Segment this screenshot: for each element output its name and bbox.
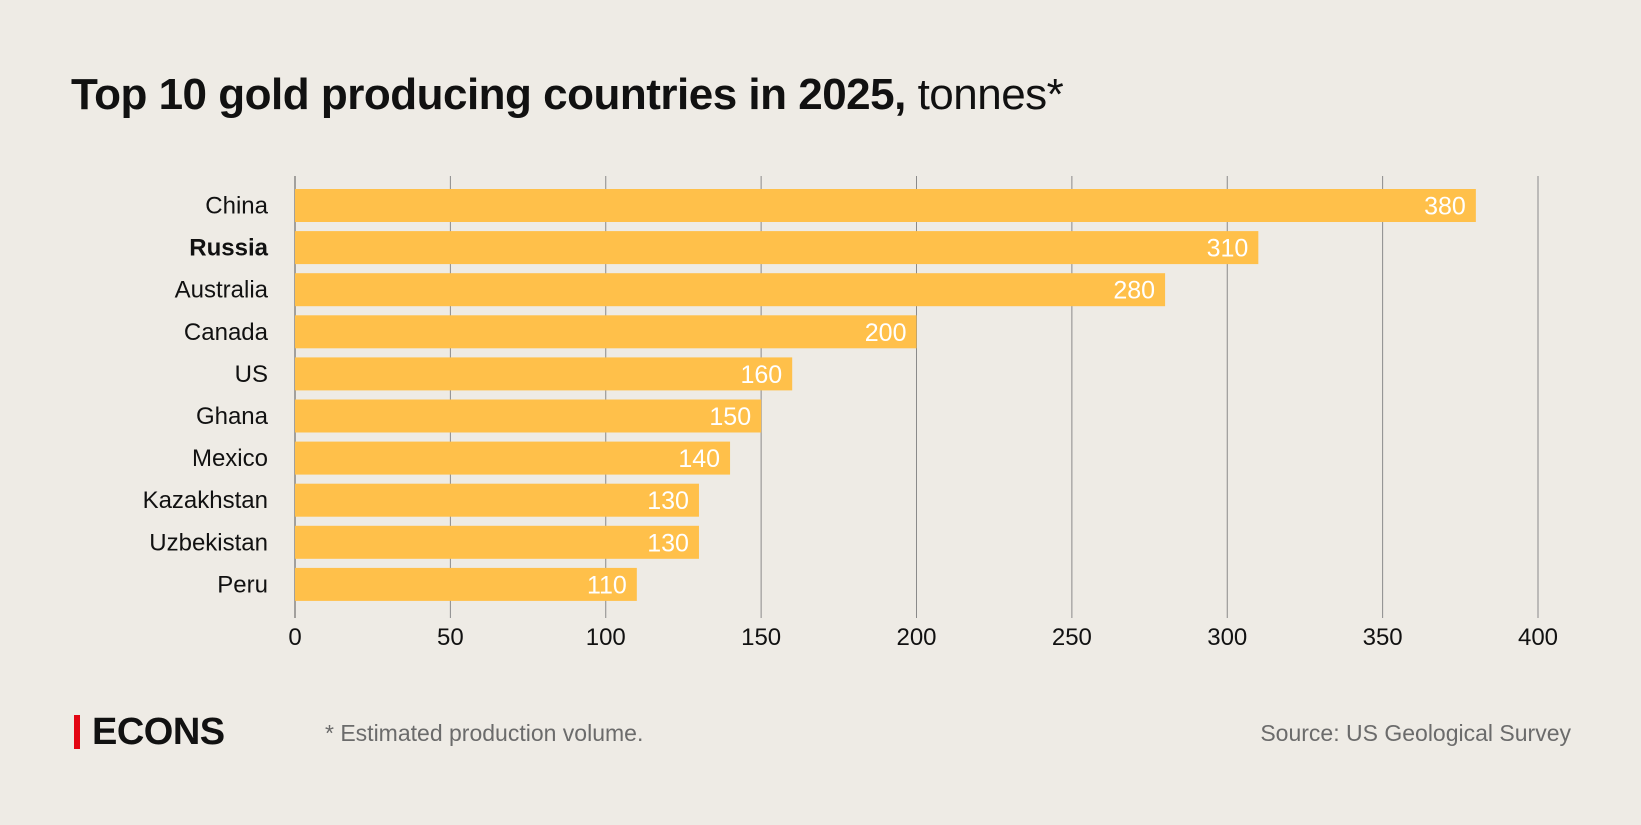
data-label: 160	[740, 361, 782, 389]
data-label: 310	[1207, 235, 1249, 263]
category-label: Kazakhstan	[143, 487, 268, 514]
logo-accent-bar	[74, 715, 80, 749]
bar	[295, 399, 762, 433]
category-label: Mexico	[192, 445, 268, 472]
bar	[295, 441, 731, 475]
bar	[295, 273, 1166, 307]
x-tick-label: 50	[437, 624, 464, 651]
data-label: 110	[587, 571, 627, 599]
data-label: 130	[647, 487, 689, 515]
title-main: Top 10 gold producing countries in 2025,	[71, 70, 906, 119]
category-label: US	[235, 361, 268, 388]
data-label: 140	[678, 445, 720, 473]
bar	[295, 189, 1476, 222]
category-label: Peru	[217, 571, 268, 598]
bar	[295, 315, 917, 349]
x-tick-label: 300	[1207, 624, 1247, 651]
category-label: Ghana	[196, 403, 269, 430]
bar	[295, 567, 637, 601]
x-tick-label: 200	[896, 624, 936, 651]
x-tick-label: 400	[1518, 624, 1558, 651]
bar	[295, 483, 699, 517]
data-label: 200	[865, 319, 907, 347]
source-note: Source: US Geological Survey	[1260, 720, 1571, 746]
category-label: Australia	[175, 277, 269, 304]
bar	[295, 231, 1259, 265]
x-tick-label: 250	[1052, 624, 1092, 651]
category-label: Russia	[189, 235, 268, 262]
category-label: Canada	[184, 319, 269, 346]
title-unit: tonnes*	[905, 70, 1064, 119]
data-label: 130	[647, 529, 689, 557]
x-tick-label: 350	[1363, 624, 1403, 651]
econs-logo: ECONS	[74, 710, 225, 753]
x-tick-label: 0	[288, 624, 301, 651]
bar	[295, 525, 699, 559]
chart-title: Top 10 gold producing countries in 2025,…	[71, 70, 1064, 120]
category-label: Uzbekistan	[149, 529, 268, 556]
data-label: 150	[709, 403, 751, 431]
x-tick-label: 100	[586, 624, 626, 651]
category-label: China	[205, 193, 268, 220]
data-label: 280	[1113, 277, 1155, 305]
footnote: * Estimated production volume.	[325, 720, 644, 746]
bar	[295, 357, 793, 391]
data-label: 380	[1424, 193, 1466, 221]
logo-text: ECONS	[92, 710, 225, 753]
x-tick-label: 150	[741, 624, 781, 651]
